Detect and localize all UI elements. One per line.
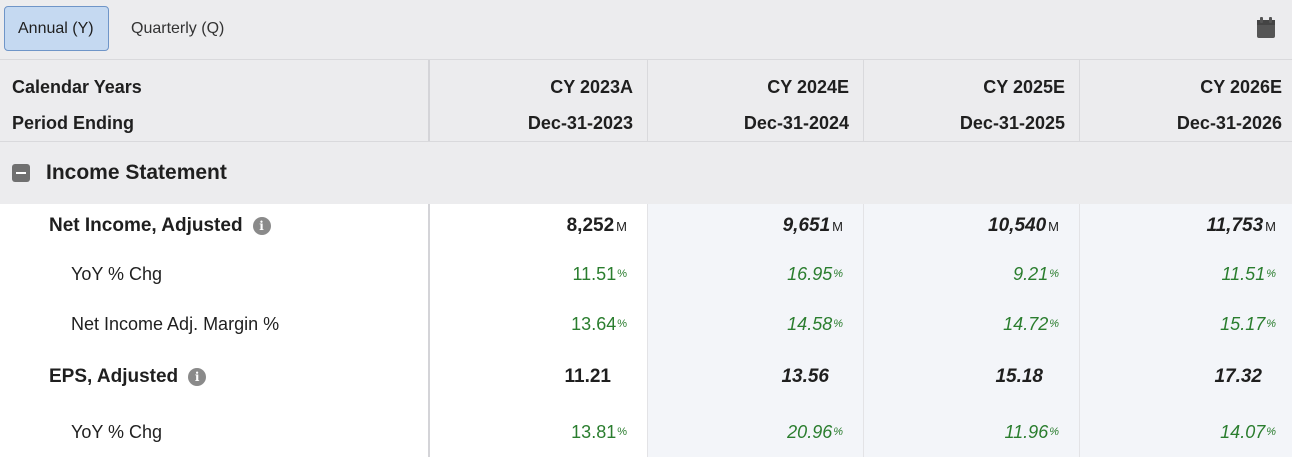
table-cell: 11,753 M [1080, 204, 1292, 248]
table-cell: 13.81% [430, 406, 648, 457]
cell-value: 11.51 [572, 263, 617, 284]
cell-value: 14.72 [1003, 313, 1049, 334]
table-row: Net Income, Adjusted i 8,252 M 9,651 M 10,… [0, 204, 1292, 248]
table-cell: 14.72% [864, 300, 1080, 348]
unit-label: M [1048, 218, 1059, 234]
unit-label: M [832, 218, 843, 234]
cell-value: 11.51 [1221, 263, 1266, 284]
percent-sign: % [1049, 268, 1059, 280]
collapse-icon[interactable] [12, 164, 30, 182]
row-label-text: EPS, Adjusted [49, 366, 179, 387]
cell-value: 14.07 [1220, 421, 1266, 442]
cell-value: 13.64 [571, 313, 617, 334]
cell-value: 13.81 [571, 421, 617, 442]
unit-label: M [1265, 218, 1276, 234]
cell-value: 11.21 [564, 366, 612, 387]
percent-sign: % [1266, 318, 1276, 330]
percent-sign: % [617, 318, 627, 330]
row-label-text: Net Income Adj. Margin % [71, 313, 280, 334]
cell-value: 14.58 [787, 313, 833, 334]
header-label-column: Calendar Years Period Ending [0, 60, 430, 141]
column-date: Dec-31-2023 [527, 113, 633, 133]
table-row: YoY % Chg 13.81% 20.96% 11.96% 14.07% [0, 406, 1292, 457]
cell-value: 17.32 [1214, 366, 1262, 387]
table-cell: 13.56 [648, 348, 864, 406]
table-cell: 16.95% [648, 248, 864, 300]
column-date: Dec-31-2025 [959, 113, 1065, 133]
cell-value: 9,651 [782, 215, 831, 236]
cell-value: 8,252 [566, 215, 615, 236]
table-cell: 15.17% [1080, 300, 1292, 348]
percent-sign: % [833, 268, 843, 280]
percent-sign: % [617, 268, 627, 280]
column-header: CY 2025E Dec-31-2025 [864, 60, 1080, 141]
calendar-years-label: Calendar Years [12, 77, 142, 97]
tab-annual[interactable]: Annual (Y) [4, 6, 109, 51]
row-label-text: Net Income, Adjusted [49, 215, 243, 236]
column-header: CY 2024E Dec-31-2024 [648, 60, 864, 141]
table-cell: 11.96% [864, 406, 1080, 457]
percent-sign: % [1049, 426, 1059, 438]
section-title: Income Statement [46, 161, 227, 184]
unit-label: M [616, 218, 627, 234]
table-header: Calendar Years Period Ending CY 2023A De… [0, 60, 1292, 142]
period-toolbar: Annual (Y) Quarterly (Q) [0, 0, 1292, 60]
info-icon[interactable]: i [188, 368, 207, 386]
column-year: CY 2026E [1200, 77, 1282, 97]
column-year: CY 2023A [550, 77, 633, 97]
percent-sign: % [617, 426, 627, 438]
table-cell: 14.07% [1080, 406, 1292, 457]
section-income-statement[interactable]: Income Statement [0, 142, 1292, 204]
table-row: EPS, Adjusted i 11.21 13.56 15.18 17.32 [0, 348, 1292, 406]
table-cell: 17.32 [1080, 348, 1292, 406]
percent-sign: % [1266, 268, 1276, 280]
percent-sign: % [1266, 426, 1276, 438]
cell-value: 15.17 [1220, 313, 1266, 334]
cell-value: 15.18 [995, 366, 1043, 387]
row-label: YoY % Chg [0, 406, 430, 457]
column-header: CY 2023A Dec-31-2023 [430, 60, 648, 141]
table-cell: 8,252 M [430, 204, 648, 248]
percent-sign: % [833, 426, 843, 438]
column-year: CY 2024E [767, 77, 849, 97]
table-cell: 20.96% [648, 406, 864, 457]
cell-value: 16.95 [787, 263, 833, 284]
row-label-text: YoY % Chg [71, 421, 163, 442]
percent-sign: % [1049, 318, 1059, 330]
table-cell: 14.58% [648, 300, 864, 348]
cell-value: 11,753 [1206, 215, 1264, 236]
table-cell: 11.51% [430, 248, 648, 300]
row-label: Net Income, Adjusted i [0, 204, 430, 248]
table-cell: 11.51% [1080, 248, 1292, 300]
table-cell: 13.64% [430, 300, 648, 348]
table-cell: 11.21 [430, 348, 648, 406]
table-cell: 15.18 [864, 348, 1080, 406]
row-label: YoY % Chg [0, 248, 430, 300]
column-date: Dec-31-2024 [743, 113, 849, 133]
tab-quarterly[interactable]: Quarterly (Q) [131, 20, 225, 37]
cell-value: 13.56 [781, 366, 829, 387]
column-year: CY 2025E [983, 77, 1065, 97]
period-ending-label: Period Ending [12, 113, 135, 133]
column-header: CY 2026E Dec-31-2026 [1080, 60, 1292, 141]
column-date: Dec-31-2026 [1176, 113, 1282, 133]
cell-value: 11.96 [1004, 421, 1049, 442]
table-cell: 9,651 M [648, 204, 864, 248]
calendar-icon[interactable] [1256, 17, 1276, 39]
row-label-text: YoY % Chg [71, 263, 163, 284]
table-cell: 10,540 M [864, 204, 1080, 248]
percent-sign: % [833, 318, 843, 330]
info-icon[interactable]: i [252, 217, 271, 235]
table-row: Net Income Adj. Margin % 13.64% 14.58% 1… [0, 300, 1292, 348]
cell-value: 9.21 [1013, 263, 1049, 284]
row-label: Net Income Adj. Margin % [0, 300, 430, 348]
table-cell: 9.21% [864, 248, 1080, 300]
row-label: EPS, Adjusted i [0, 348, 430, 406]
table-row: YoY % Chg 11.51% 16.95% 9.21% 11.51% [0, 248, 1292, 300]
cell-value: 20.96 [787, 421, 833, 442]
cell-value: 10,540 [988, 215, 1047, 236]
